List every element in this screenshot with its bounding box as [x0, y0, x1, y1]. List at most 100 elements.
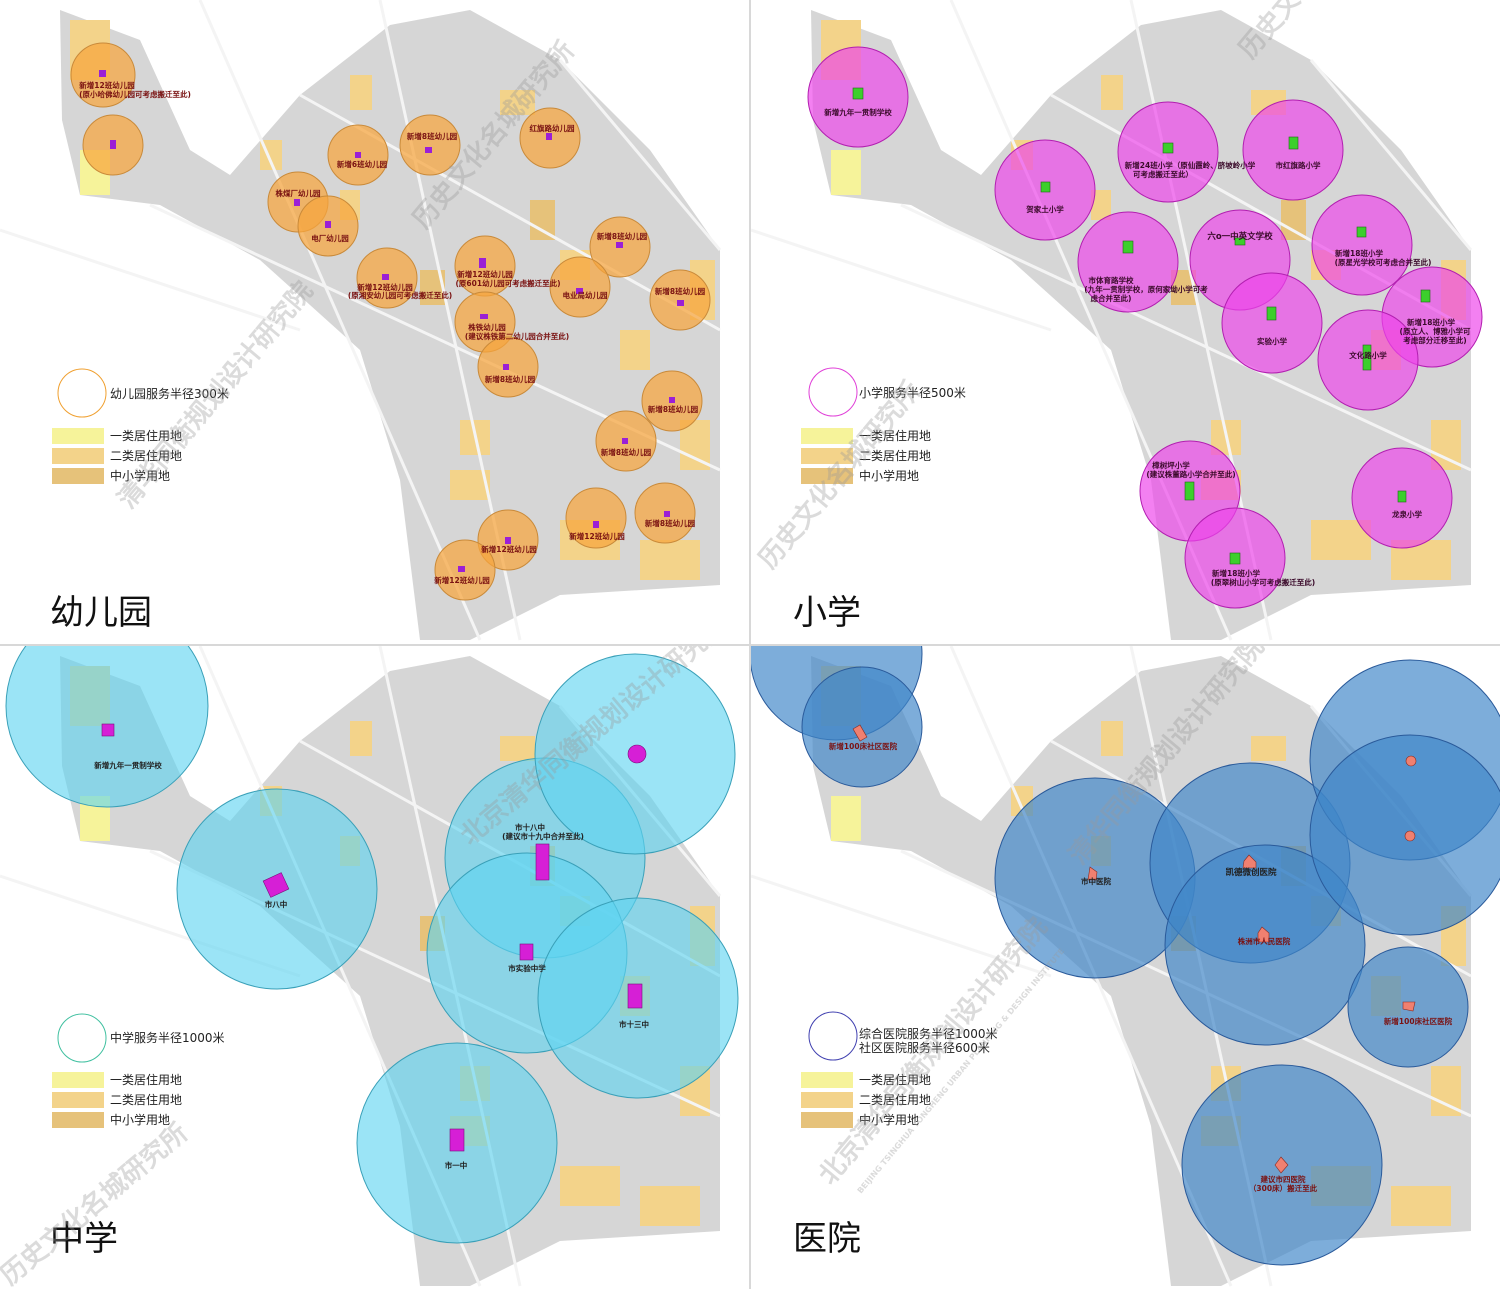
legend-swatch-school [52, 1112, 104, 1128]
hospital-site-marker [1402, 1001, 1416, 1012]
site-label: 新增8班幼儿园 [648, 404, 699, 414]
primary-school-labels: 新增九年一贯制学校 贺家土小学 新增24班小学（原仙霞岭、脐坡岭小学 可考虑搬迁… [824, 107, 1471, 587]
site-note: 考虑部分迁移至此) [1403, 335, 1466, 345]
legend: 小学服务半径500米 一类居住用地 二类居住用地 中小学用地 [801, 367, 966, 484]
kindergarten-site-marker [677, 300, 684, 306]
service-circle [1242, 99, 1344, 201]
site-label: 株煤厂幼儿园 [276, 188, 321, 198]
site-label: 新增12班幼儿园 [457, 269, 513, 279]
land-use-parcel [350, 721, 372, 756]
site-note: （300床）搬迁至此 [1249, 1183, 1318, 1193]
road [751, 228, 1052, 332]
legend-class2-label: 二类居住用地 [110, 449, 182, 463]
hospital-labels: 新增100床社区医院 市中医院 凯德微创医院 株洲市人民医院 新增100床社区医… [829, 741, 1453, 1193]
service-circle [801, 666, 923, 788]
service-circle [1077, 211, 1179, 313]
site-label: 实验小学 [1257, 336, 1287, 346]
kindergarten-site-marker [616, 242, 623, 248]
land-use-parcel [1101, 75, 1123, 110]
site-note: 可考虑搬迁至此） [1133, 169, 1193, 179]
legend: 综合医院服务半径1000米 社区医院服务半径600米 一类居住用地 二类居住用地… [801, 1011, 998, 1128]
land-use-parcel [1251, 736, 1286, 761]
site-label: 新增18班小学 [1212, 568, 1260, 578]
site-label: 贺家土小学 [1025, 204, 1064, 214]
kindergarten-labels: 新增12班幼儿园 (原小哈佛幼儿园可考虑搬迁至此) 新增6班幼儿园 新增8班幼儿… [79, 80, 706, 585]
legend-school-label: 中小学用地 [110, 468, 170, 483]
site-label: 新增九年一贯制学校 [94, 760, 162, 770]
site-label: 新增12班幼儿园 [481, 544, 537, 554]
school-site-marker [627, 744, 647, 764]
legend-swatch-school [801, 468, 853, 484]
site-label: 市十八中 [515, 822, 545, 832]
road [1309, 59, 1473, 251]
hospital-site-marker [1405, 755, 1417, 767]
kindergarten-site-marker [576, 288, 583, 294]
service-circles [70, 42, 711, 601]
hospital-map: 新增100床社区医院 市中医院 凯德微创医院 株洲市人民医院 新增100床社区医… [751, 646, 1500, 1287]
watermark: BEIJING TSINGHUA TONGHENG URBAN PLANNING… [856, 947, 1067, 1196]
road [0, 228, 301, 332]
legend-radius-label: 小学服务半径500米 [859, 385, 966, 400]
legend-class2-label: 二类居住用地 [859, 1093, 931, 1107]
school-site-marker [627, 983, 643, 1009]
kindergarten-site-marker [425, 147, 432, 153]
watermark: 历史文化名城研究所 [0, 1117, 194, 1290]
panel-title: 中学 [50, 1219, 118, 1259]
site-label: 市红旗路小学 [1276, 160, 1321, 170]
site-note: (原立人、博雅小学可 [1400, 326, 1471, 336]
site-note: 虑合并至此) [1091, 293, 1132, 303]
site-label: 新增12班幼儿园 [79, 80, 135, 90]
site-label: 市八中 [265, 899, 288, 909]
kindergarten-site-marker [669, 397, 675, 403]
site-label: 凯德微创医院 [1225, 867, 1277, 878]
kindergarten-site-marker [546, 133, 552, 140]
site-label: 新增6班幼儿园 [337, 159, 388, 169]
legend-school-label: 中小学用地 [110, 1112, 170, 1127]
site-label: 龙泉小学 [1392, 509, 1422, 519]
hospital-site-marker [1242, 854, 1257, 869]
road [558, 59, 722, 251]
site-note: (原601幼儿园可考虑搬迁至此) [455, 278, 560, 288]
kindergarten-map-panel: 新增12班幼儿园 (原小哈佛幼儿园可考虑搬迁至此) 新增6班幼儿园 新增8班幼儿… [0, 0, 749, 644]
legend-swatch-school [801, 1112, 853, 1128]
site-label: 建议市四医院 [1260, 1174, 1306, 1184]
site-label: 新增18班小学 [1335, 248, 1383, 258]
site-label: 红旗路幼儿园 [530, 123, 575, 133]
legend-class1-label: 一类居住用地 [859, 1073, 931, 1087]
service-circle [1311, 194, 1413, 296]
land-use-parcel [500, 736, 535, 761]
school-site-marker [1420, 289, 1431, 303]
kindergarten-site-marker [505, 537, 511, 544]
site-note: (九年一贯制学校，原何家坳小学可考 [1084, 284, 1208, 294]
school-site-marker [1162, 142, 1174, 154]
kindergarten-site-marker [110, 140, 116, 149]
kindergarten-site-marker [664, 511, 670, 517]
primary-school-sites [852, 87, 1431, 565]
service-circle [565, 487, 627, 549]
panel-title: 医院 [793, 1219, 861, 1259]
site-label: 新增8班幼儿园 [407, 131, 458, 141]
site-label: 樟树坪小学 [1152, 460, 1190, 470]
land-use-parcel [350, 75, 372, 110]
site-note: (原湘安幼儿园可考虑搬迁至此) [348, 290, 452, 300]
school-site-marker [449, 1128, 465, 1152]
legend-swatch-class2 [801, 448, 853, 464]
school-site-marker [1122, 240, 1134, 254]
site-note: (建议株铁第二幼儿园合并至此) [465, 331, 569, 341]
site-label: 市实验中学 [508, 963, 546, 973]
kindergarten-site-marker [479, 258, 486, 268]
school-site-marker [1266, 306, 1277, 321]
site-label: 新增12班幼儿园 [434, 575, 490, 585]
site-label: 新增24班小学（原仙霞岭、脐坡岭小学 [1125, 160, 1256, 170]
site-label: 新增8班幼儿园 [597, 231, 648, 241]
land-use-parcel [1391, 1186, 1451, 1226]
kindergarten-site-marker [382, 274, 389, 280]
land-use-parcel [1101, 721, 1123, 756]
urban-area [60, 10, 720, 640]
road [198, 0, 482, 641]
land-use-parcel [620, 330, 650, 370]
site-label: 市一中 [445, 1160, 468, 1170]
land-use-parcel [640, 1186, 700, 1226]
school-site-marker [535, 843, 550, 881]
site-note: (原星光学校可考虑合并至此) [1335, 257, 1432, 267]
